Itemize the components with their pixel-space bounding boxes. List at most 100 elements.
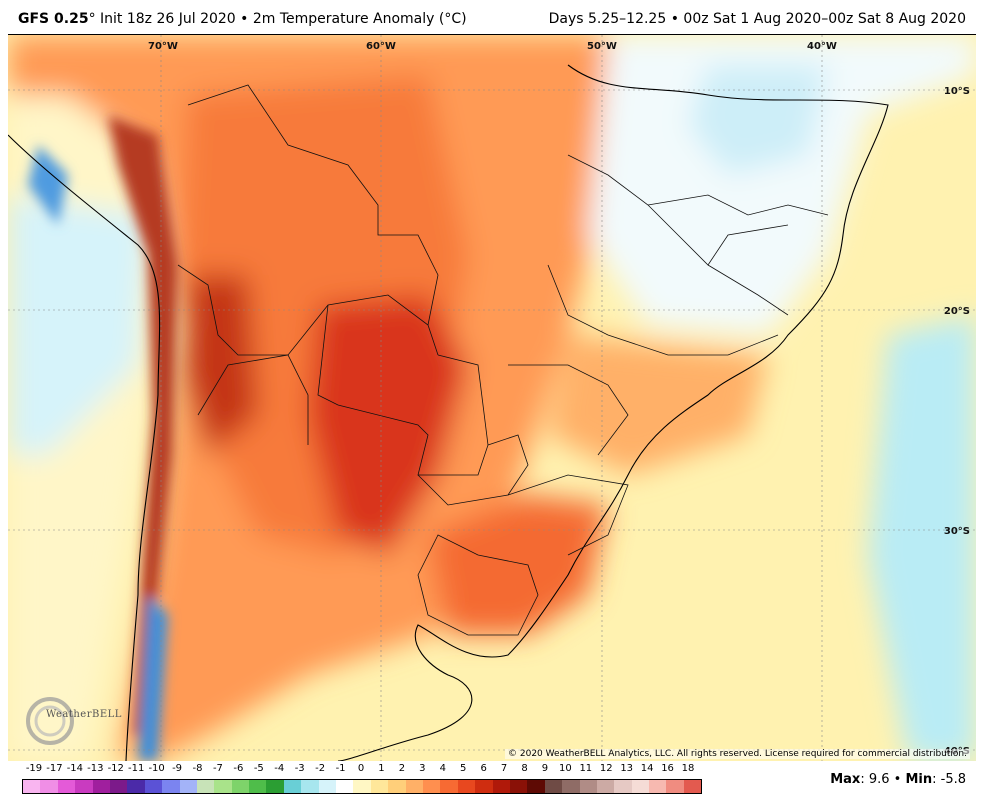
legend-tick-label: 13 <box>620 763 634 774</box>
legend-swatch <box>562 780 580 793</box>
logo-swirl-icon <box>26 697 74 745</box>
legend-swatch <box>475 780 493 793</box>
legend-tick-label: 0 <box>357 763 365 774</box>
legend-tick-label: 7 <box>500 763 508 774</box>
max-label: Max <box>830 772 861 787</box>
legend-swatch <box>109 780 128 793</box>
legend-swatch <box>527 780 545 793</box>
legend-swatch <box>40 780 58 793</box>
legend-swatch <box>544 780 563 793</box>
legend-swatch <box>266 780 284 793</box>
legend-swatch <box>196 780 215 793</box>
max-value: : 9.6 <box>860 772 890 787</box>
graticule <box>8 35 976 761</box>
latitude-label: 10°S <box>944 86 970 97</box>
legend-tick-label: 10 <box>559 763 572 774</box>
field-stats: Max: 9.6 • Min: -5.8 <box>830 772 966 787</box>
longitude-label: 50°W <box>587 41 617 52</box>
legend-tick-label: 8 <box>521 763 528 774</box>
legend-tick-label: -13 <box>87 763 104 774</box>
legend-swatch <box>422 780 441 793</box>
legend-swatch <box>492 780 510 793</box>
legend-tick-label: -17 <box>46 763 63 774</box>
coastlines <box>8 64 889 761</box>
legend-tick-label: 3 <box>419 763 426 774</box>
legend-tick-label: 18 <box>681 763 695 774</box>
legend-swatch <box>162 780 180 793</box>
legend-swatch <box>440 780 458 793</box>
legend-tick-label: -1 <box>335 763 346 774</box>
legend-swatch <box>683 780 702 793</box>
legend-tick-label: -3 <box>294 763 305 774</box>
legend-tick-label: 5 <box>460 763 467 774</box>
legend-tick-label: -2 <box>315 763 326 774</box>
legend-swatch <box>579 780 597 793</box>
legend-swatch <box>301 780 319 793</box>
legend-swatch <box>388 780 406 793</box>
legend-tick-label: -11 <box>128 763 145 774</box>
logo-text: WeatherBELL <box>46 709 122 720</box>
legend-swatch <box>614 780 632 793</box>
borders <box>177 84 829 636</box>
legend-swatch <box>353 780 371 793</box>
legend-swatch <box>214 780 232 793</box>
longitude-label: 40°W <box>807 41 837 52</box>
temperature-anomaly-map: 70°W 60°W 50°W 40°W 10°S 20°S 30°S 40°S … <box>8 34 976 761</box>
stats-separator: • <box>893 772 902 787</box>
legend-tick-label: 11 <box>579 763 593 774</box>
legend-tick-label: -9 <box>172 763 183 774</box>
legend-swatch <box>23 780 41 793</box>
init-time: Init 18z 26 Jul 2020 <box>100 11 236 27</box>
latitude-label: 20°S <box>944 306 970 317</box>
longitude-label: 70°W <box>148 41 178 52</box>
legend-swatch <box>283 780 302 793</box>
field-name: 2m Temperature Anomaly (°C) <box>252 11 467 27</box>
legend-tick-label: 9 <box>541 763 549 774</box>
legend-swatch <box>231 780 250 793</box>
legend-swatch <box>249 780 267 793</box>
legend-tick-label: 16 <box>661 763 674 774</box>
legend-swatch <box>596 780 615 793</box>
legend-swatch <box>649 780 667 793</box>
title-separator: • <box>240 11 249 27</box>
legend-swatch <box>631 780 650 793</box>
copyright-notice: © 2020 WeatherBELL Analytics, LLC. All r… <box>505 749 970 759</box>
legend-tick-label: -7 <box>212 763 223 774</box>
legend-tick-label: -4 <box>274 763 285 774</box>
legend-tick-label: -14 <box>66 763 84 774</box>
legend-tick-label: 6 <box>480 763 487 774</box>
map-header: GFS 0.25° Init 18z 26 Jul 2020 • 2m Temp… <box>0 0 984 34</box>
legend-swatch <box>509 780 528 793</box>
color-legend: -19 -17 -14 -13 -12 -11 -10 -9 -8 -7 -6 -5 -4 -3 -2 -1 0… <box>22 763 702 795</box>
legend-tick-label: -6 <box>233 763 244 774</box>
min-label: Min <box>905 772 933 787</box>
legend-swatch <box>457 780 476 793</box>
legend-ticks: -19 -17 -14 -13 -12 -11 -10 -9 -8 -7 -6 -5 -4 -3 -2 -1 0… <box>22 763 702 779</box>
legend-colorbar <box>22 779 702 794</box>
legend-tick-label: 1 <box>378 763 385 774</box>
andes-anomaly <box>28 115 178 761</box>
longitude-label: 60°W <box>366 41 396 52</box>
longitude-labels: 70°W 60°W 50°W 40°W <box>148 41 837 52</box>
legend-tick-label: 12 <box>599 763 613 774</box>
legend-swatch <box>144 780 163 793</box>
legend-swatch <box>92 780 110 793</box>
model-name: GFS 0.25 <box>18 11 89 27</box>
map-canvas: 70°W 60°W 50°W 40°W 10°S 20°S 30°S 40°S <box>8 35 976 761</box>
legend-tick-label: -19 <box>25 763 43 774</box>
latitude-label: 30°S <box>944 526 970 537</box>
legend-swatch <box>318 780 337 793</box>
legend-tick-label: -5 <box>253 763 264 774</box>
legend-swatch <box>179 780 197 793</box>
legend-swatch <box>666 780 684 793</box>
legend-tick-label: -8 <box>192 763 203 774</box>
valid-period: Days 5.25–12.25 • 00z Sat 1 Aug 2020–00z… <box>548 11 966 27</box>
legend-tick-label: 2 <box>398 763 406 774</box>
map-title: GFS 0.25° Init 18z 26 Jul 2020 • 2m Temp… <box>18 11 467 27</box>
legend-swatch <box>57 780 76 793</box>
legend-tick-label: -12 <box>107 763 124 774</box>
legend-tick-label: -10 <box>148 763 165 774</box>
weatherbell-logo: WeatherBELL <box>22 691 121 751</box>
legend-swatch <box>370 780 389 793</box>
legend-tick-label: 4 <box>439 763 446 774</box>
